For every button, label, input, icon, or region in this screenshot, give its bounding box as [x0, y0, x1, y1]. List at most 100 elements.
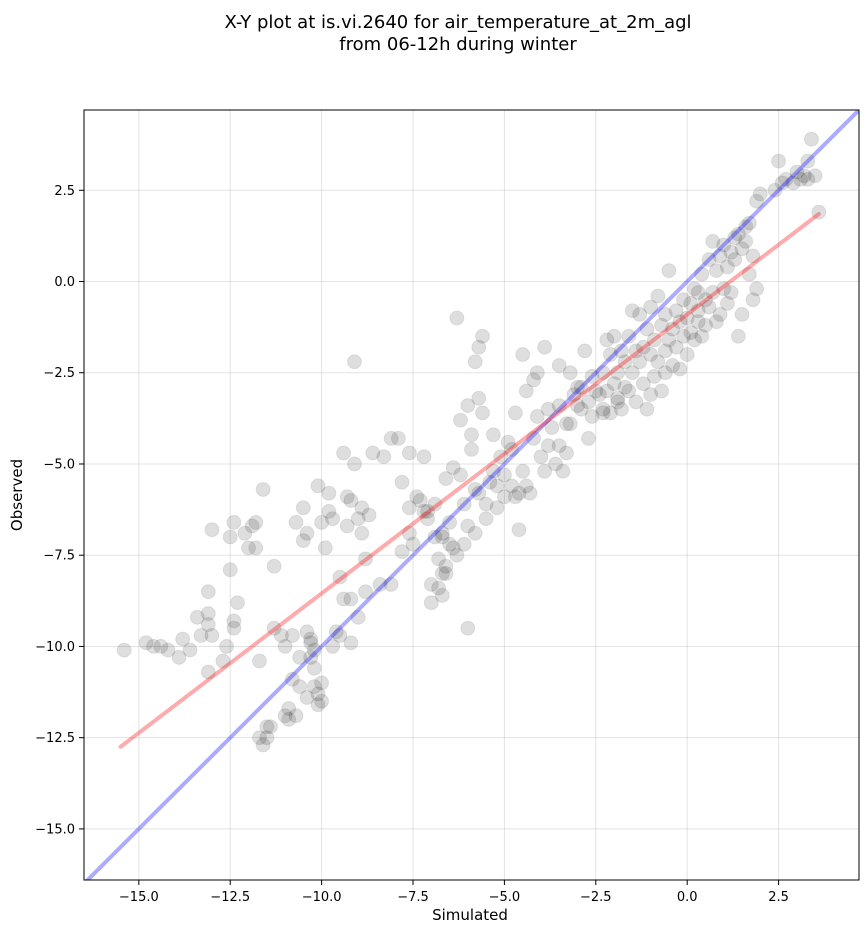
data-point	[635, 339, 651, 355]
data-point	[299, 690, 315, 705]
data-point	[314, 514, 330, 530]
data-point	[727, 230, 743, 246]
data-point	[222, 562, 238, 578]
data-point	[712, 306, 728, 322]
x-tick-label: −5.0	[489, 890, 521, 905]
data-point	[482, 474, 498, 490]
data-point	[774, 175, 790, 191]
data-point	[529, 409, 545, 424]
data-point	[438, 558, 454, 574]
data-point	[175, 631, 191, 647]
y-tick-label: −7.5	[43, 549, 75, 564]
data-point	[632, 354, 648, 370]
data-point	[613, 343, 629, 359]
data-point	[241, 540, 256, 556]
data-point	[252, 653, 267, 669]
data-point	[646, 332, 662, 348]
data-point	[570, 379, 585, 395]
data-point	[453, 412, 468, 428]
data-point	[628, 394, 644, 410]
data-point	[526, 430, 542, 446]
data-point	[248, 514, 264, 530]
data-point	[646, 368, 662, 384]
data-point	[584, 368, 600, 384]
data-point	[559, 416, 574, 432]
data-point	[420, 511, 436, 527]
data-point	[471, 485, 487, 501]
data-point	[716, 237, 732, 253]
data-point	[555, 463, 571, 479]
data-point	[635, 376, 651, 392]
data-point	[694, 266, 710, 282]
data-point	[690, 314, 706, 330]
data-point	[445, 460, 461, 476]
data-point	[336, 591, 352, 607]
data-point	[599, 332, 615, 348]
data-point	[277, 638, 293, 654]
data-point	[639, 401, 655, 417]
data-point	[325, 511, 341, 527]
data-point	[734, 241, 750, 257]
data-point	[248, 540, 264, 556]
data-point	[244, 518, 260, 534]
data-point	[314, 693, 330, 709]
data-point	[431, 580, 447, 596]
data-point	[306, 679, 322, 695]
y-tick-label: 0.0	[54, 275, 75, 290]
data-point	[632, 306, 648, 322]
data-point	[310, 478, 326, 494]
data-point	[273, 628, 289, 643]
data-point	[423, 576, 439, 592]
data-point	[288, 514, 304, 530]
data-point	[427, 496, 443, 512]
data-point	[306, 642, 322, 658]
data-point	[639, 321, 655, 337]
x-axis-ticks: −15.0 −12.5 −10.0 −7.5 −5.0 −2.5 0.0 2.5	[119, 880, 789, 905]
x-tick-label: −7.5	[397, 890, 429, 905]
data-point	[679, 310, 695, 326]
data-point	[303, 635, 319, 651]
data-point	[705, 233, 721, 249]
data-point	[299, 525, 315, 541]
data-point	[621, 328, 637, 344]
data-point	[741, 215, 757, 231]
data-point	[438, 566, 454, 581]
data-point	[698, 317, 713, 333]
data-point	[610, 394, 626, 410]
data-point	[591, 387, 607, 403]
data-point	[464, 441, 479, 457]
data-point	[226, 620, 242, 636]
x-tick-label: −15.0	[119, 890, 159, 905]
identity-line	[84, 110, 859, 880]
data-point	[807, 168, 823, 184]
data-point	[292, 649, 308, 665]
data-point	[811, 204, 827, 220]
data-point	[116, 642, 132, 658]
data-point	[416, 503, 432, 519]
data-point	[738, 233, 754, 249]
data-point	[723, 285, 739, 300]
data-point	[255, 482, 271, 497]
data-point	[716, 281, 732, 297]
data-point	[562, 416, 578, 432]
data-point	[383, 430, 399, 446]
data-point	[189, 609, 205, 625]
data-point	[643, 299, 659, 315]
data-point	[295, 500, 311, 516]
data-point	[767, 182, 783, 198]
data-point	[518, 478, 534, 494]
data-point	[281, 711, 297, 727]
data-point	[284, 628, 300, 643]
data-point	[613, 401, 629, 417]
data-point	[255, 737, 271, 753]
data-point	[456, 536, 472, 552]
data-point	[475, 405, 490, 421]
data-point	[339, 489, 355, 505]
data-point	[551, 438, 567, 454]
data-point	[511, 522, 527, 538]
data-point	[796, 168, 812, 184]
data-point	[694, 328, 710, 344]
data-point	[394, 544, 410, 560]
data-point	[343, 493, 359, 508]
data-point	[226, 613, 242, 629]
